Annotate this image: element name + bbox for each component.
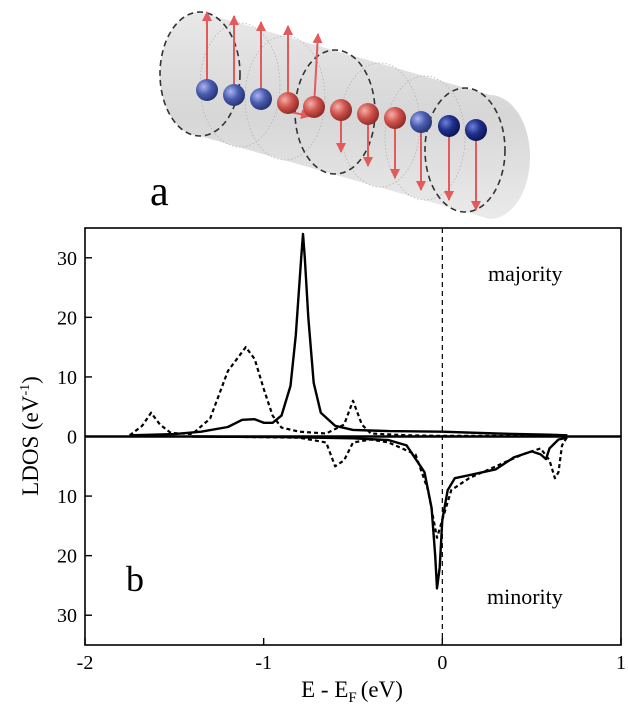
x-axis-label-main: E - E — [301, 677, 348, 702]
x-tick-label: 1 — [616, 652, 626, 674]
atom-red — [357, 103, 379, 125]
x-axis-label-subscript: F — [348, 690, 356, 706]
panel-a-label: a — [150, 169, 169, 215]
annotation-minority: minority — [487, 584, 563, 609]
y-tick-label: 30 — [57, 605, 77, 627]
atom-blue — [410, 111, 432, 133]
panel-b-ldos-chart: 30 20 10 0 10 20 30 -2 -1 0 1 majority minority b… — [18, 227, 626, 706]
y-axis-ticks: 30 20 10 0 10 20 30 — [57, 248, 92, 627]
y-axis-label: LDOS (eV-1) — [18, 376, 43, 496]
spin-atoms — [196, 79, 487, 141]
x-axis-ticks: -2 -1 0 1 — [77, 638, 626, 674]
y-tick-label: 10 — [57, 486, 77, 508]
atom-red — [303, 96, 325, 118]
annotation-majority: majority — [488, 261, 563, 286]
panel-b-label: b — [126, 559, 144, 599]
x-axis-label-unit: (eV) — [361, 677, 403, 702]
panel-a-spin-chain-illustration: a — [150, 11, 530, 219]
series-line-dashed-3 — [210, 435, 569, 539]
atom-red — [384, 107, 406, 129]
series-line-solid-0 — [129, 232, 568, 437]
atom-red — [277, 92, 299, 114]
atom-blue — [223, 84, 245, 106]
y-tick-label: 20 — [57, 307, 77, 329]
y-axis-label-main: LDOS (eV — [18, 395, 43, 496]
y-tick-label: 20 — [57, 546, 77, 568]
atom-dark-blue — [438, 115, 460, 137]
x-tick-label: 0 — [437, 652, 447, 674]
atom-red — [330, 99, 352, 121]
tube-end-ring-right — [424, 87, 506, 213]
y-tick-label: 30 — [57, 248, 77, 270]
atom-dark-blue — [465, 119, 487, 141]
y-axis-label-superscript: -1 — [18, 384, 33, 396]
y-tick-label: 10 — [57, 367, 77, 389]
x-axis-label: E - EF (eV) — [301, 677, 403, 706]
x-tick-label: -1 — [255, 652, 272, 674]
atom-blue — [196, 79, 218, 101]
series-line-solid-2 — [192, 435, 568, 590]
y-axis-label-close: ) — [18, 376, 43, 384]
series-line-dashed-1 — [129, 346, 568, 438]
x-tick-label: -2 — [77, 652, 94, 674]
atom-blue — [250, 88, 272, 110]
ldos-series — [129, 232, 569, 590]
y-tick-label: 0 — [67, 427, 77, 449]
tube-end-ring-left — [159, 11, 241, 137]
